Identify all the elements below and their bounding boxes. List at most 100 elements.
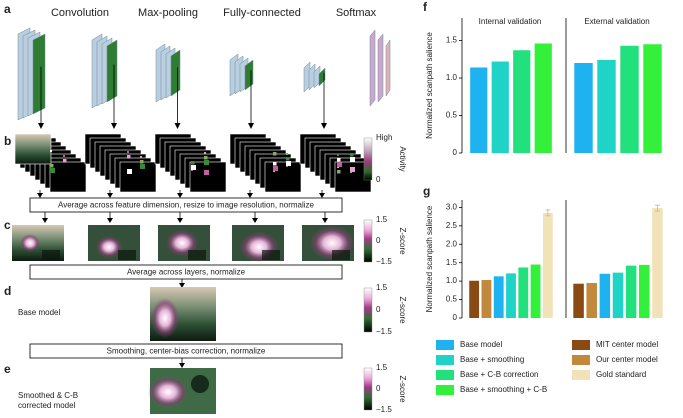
legend-label: Gold standard — [596, 370, 646, 379]
bar — [573, 283, 584, 318]
shape — [177, 218, 183, 223]
legend-label: Base + smoothing — [460, 355, 524, 364]
shape — [127, 169, 132, 174]
shape — [262, 250, 280, 260]
legend-label: Base + smoothing + C-B — [460, 385, 547, 394]
bar — [597, 60, 616, 153]
colorbar-label: 1.5 — [376, 283, 388, 292]
bar — [599, 273, 611, 318]
y-tick-label: 2.0 — [446, 239, 458, 248]
shape — [337, 154, 339, 156]
shape — [42, 250, 60, 260]
layer-type: Max-pooling — [138, 7, 198, 19]
y-axis-label: Normalized scanpath salience — [425, 205, 434, 312]
shape — [286, 161, 291, 166]
colorbar-label: 0 — [376, 175, 381, 184]
shape — [106, 39, 118, 103]
shape — [252, 218, 258, 223]
shape — [29, 197, 343, 213]
shape — [273, 166, 278, 171]
shape — [248, 123, 254, 129]
shape — [63, 159, 67, 163]
bar — [620, 45, 639, 153]
layer-type: Softmax — [336, 7, 377, 19]
shape — [337, 170, 341, 174]
colorbar-label: 1.5 — [376, 215, 388, 224]
shape — [118, 250, 136, 260]
shape — [369, 29, 376, 107]
legend-swatch — [436, 355, 454, 365]
shape — [273, 162, 277, 166]
shape — [286, 153, 288, 155]
panel-label: e — [4, 362, 11, 376]
shape — [273, 152, 277, 156]
y-tick-label: 1.5 — [446, 258, 458, 267]
bar — [586, 282, 597, 318]
colorbar-label: 0 — [376, 305, 381, 314]
shape — [363, 287, 373, 333]
model-label: corrected model — [18, 401, 76, 410]
bar — [491, 61, 509, 153]
shape — [363, 137, 373, 181]
shape — [166, 230, 198, 256]
shape — [127, 151, 129, 153]
y-tick-label: 1.0 — [446, 276, 458, 285]
shape — [363, 367, 373, 411]
shape — [191, 165, 196, 170]
shape — [332, 250, 350, 260]
shape — [319, 193, 325, 198]
legend-swatch — [572, 355, 590, 365]
bar — [469, 280, 480, 318]
colorbar-title: Z-score — [398, 296, 407, 324]
shape — [191, 375, 209, 393]
bar — [652, 208, 663, 318]
shape — [179, 283, 185, 288]
panel-label: g — [423, 184, 430, 198]
shape — [204, 152, 206, 154]
shape — [151, 298, 179, 338]
legend-label: Base model — [460, 340, 502, 349]
shape — [107, 218, 113, 223]
panel-label: a — [4, 2, 11, 16]
shape — [140, 160, 144, 164]
bar — [518, 267, 529, 318]
legend-label: Base + C-B correction — [460, 370, 538, 379]
y-tick-label: 3.0 — [446, 202, 458, 211]
y-axis-label: Normalized scanpath salience — [425, 32, 434, 139]
shape — [177, 193, 183, 198]
bar — [643, 44, 662, 153]
y-tick-label: 1.5 — [446, 36, 458, 45]
shape — [49, 161, 87, 193]
shape — [127, 155, 131, 159]
bar — [625, 265, 637, 318]
error-bar — [545, 209, 551, 217]
legend-swatch — [436, 385, 454, 395]
colorbar-label: High — [376, 133, 392, 142]
shape — [63, 155, 65, 157]
shape — [50, 164, 54, 168]
shape — [322, 218, 328, 223]
content: a b c d e f g Convolution Max-pooling Fully-conne… — [4, 0, 663, 414]
shape — [38, 123, 44, 129]
shape — [318, 67, 326, 87]
bar — [574, 63, 593, 153]
shape — [111, 123, 117, 129]
bar — [470, 67, 488, 153]
decoration — [12, 27, 391, 414]
legend-label: MIT center model — [596, 340, 658, 349]
shape — [337, 162, 342, 167]
shape — [29, 264, 343, 280]
shape — [191, 161, 195, 165]
colorbar-label: 0 — [376, 384, 381, 393]
shape — [179, 363, 185, 368]
model-label: Smoothed & C-B — [18, 391, 78, 400]
shape — [119, 161, 157, 193]
legend-swatch — [572, 340, 590, 350]
legend-swatch — [572, 370, 590, 380]
y-tick-label: 0.5 — [446, 111, 458, 120]
panel-label: d — [4, 284, 11, 298]
shape — [350, 157, 355, 162]
colorbar-title: Activity — [398, 146, 407, 171]
panel-label: f — [423, 0, 428, 14]
